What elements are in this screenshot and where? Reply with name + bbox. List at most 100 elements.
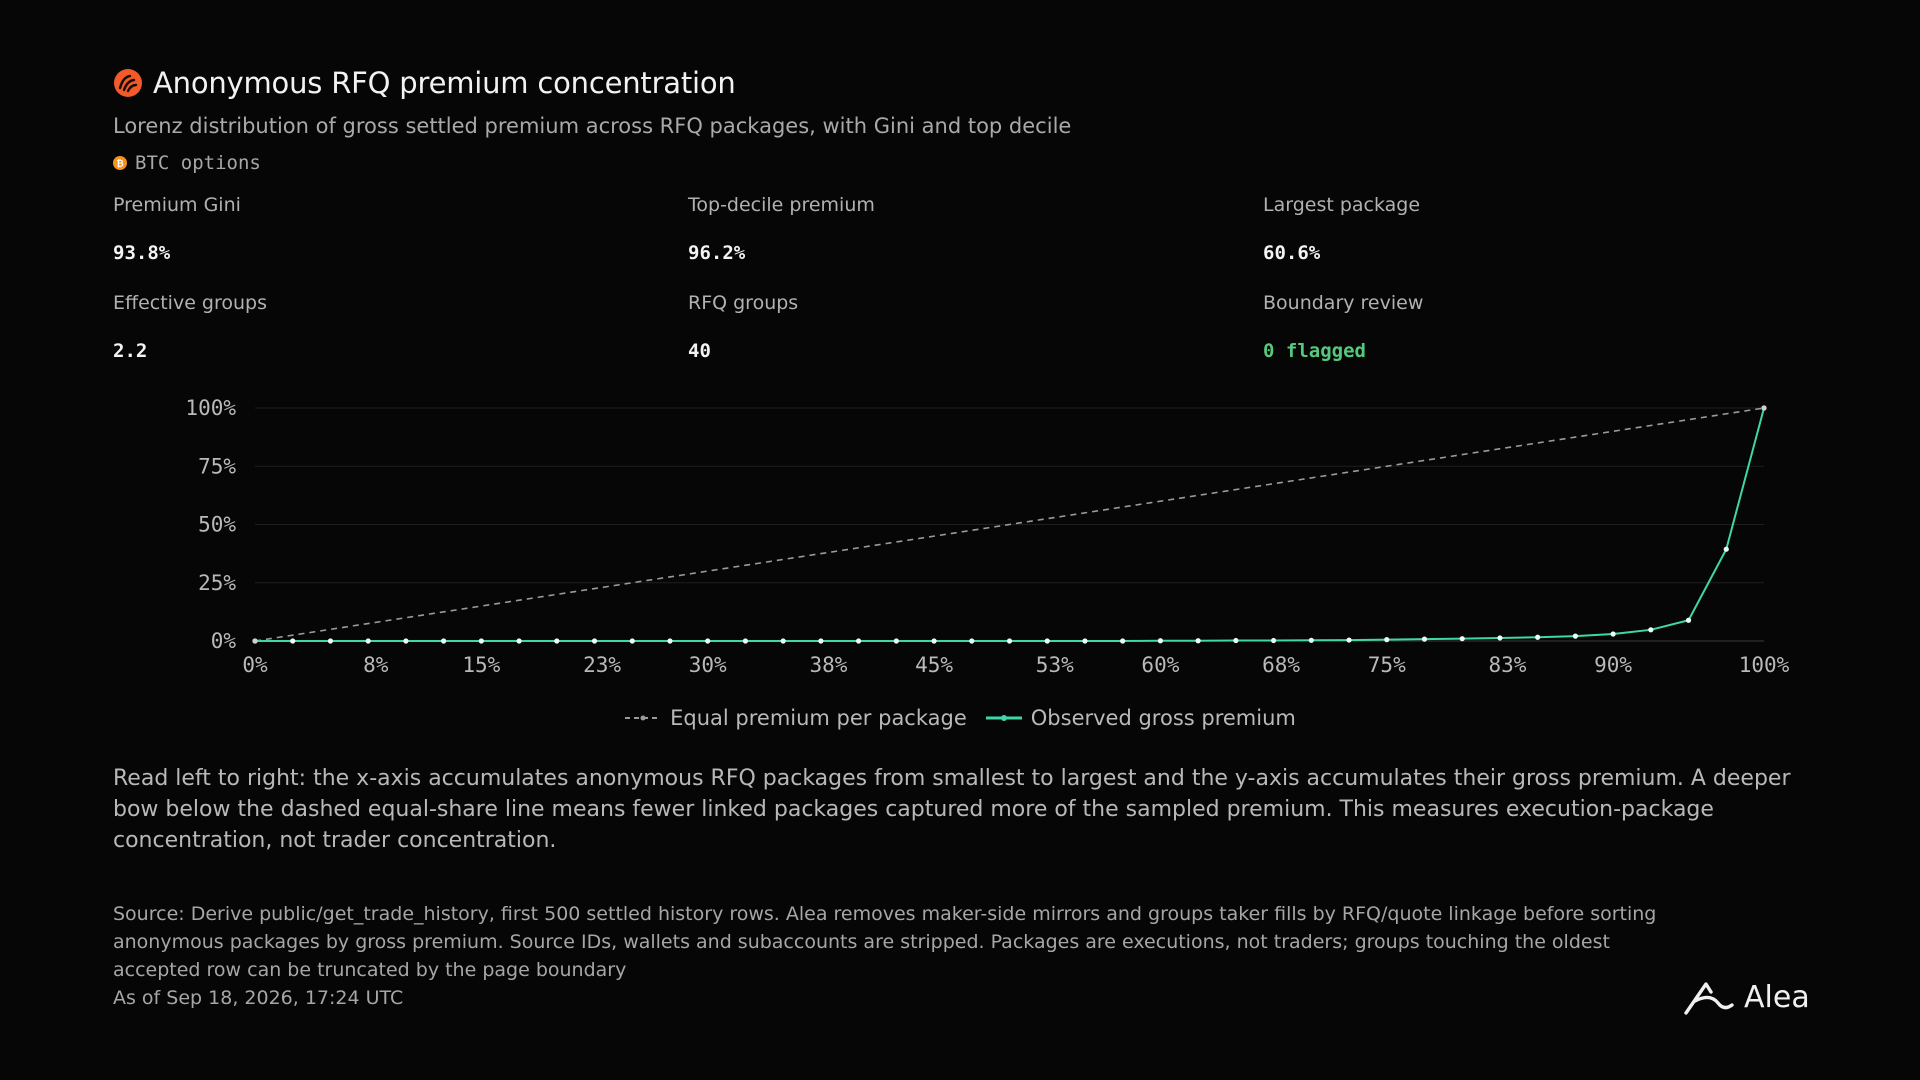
metric-value: 93.8% xyxy=(113,242,171,264)
observed-data-point xyxy=(1270,637,1277,644)
x-tick-label: 38% xyxy=(809,653,847,677)
metric-label: Largest package xyxy=(1263,194,1421,216)
observed-data-point xyxy=(290,638,296,644)
x-tick-label: 0% xyxy=(242,653,268,677)
observed-data-point xyxy=(629,638,635,644)
observed-data-point xyxy=(1648,627,1654,633)
observed-data-point xyxy=(327,638,334,644)
observed-data-point xyxy=(1308,637,1314,643)
x-tick-label: 68% xyxy=(1262,653,1300,677)
brand-name: Alea xyxy=(1744,980,1810,1015)
observed-data-point xyxy=(705,638,711,644)
metric-top-decile-premium: Top-decile premium 96.2% xyxy=(688,194,1263,292)
metric-label: Top-decile premium xyxy=(688,194,875,216)
observed-data-point xyxy=(1610,631,1616,637)
observed-data-point xyxy=(856,638,862,644)
x-tick-label: 30% xyxy=(689,653,727,677)
instrument-label: BTC options xyxy=(135,152,261,174)
legend-dashed-swatch-icon xyxy=(625,715,662,721)
x-tick-label: 45% xyxy=(915,653,953,677)
observed-data-point xyxy=(742,638,749,644)
observed-data-point xyxy=(1723,546,1729,552)
metric-value: 40 xyxy=(688,340,711,362)
metric-label: Boundary review xyxy=(1263,292,1424,314)
chart-legend: Equal premium per package Observed gross… xyxy=(0,706,1920,730)
x-tick-label: 90% xyxy=(1594,653,1632,677)
brand-mark-icon xyxy=(114,69,142,97)
observed-data-point xyxy=(1233,637,1239,644)
observed-data-point xyxy=(893,638,899,644)
observed-data-point xyxy=(1195,638,1201,644)
y-tick-label: 0% xyxy=(211,629,237,653)
metric-effective-groups: Effective groups 2.2 xyxy=(113,292,688,390)
legend-label: Observed gross premium xyxy=(1030,706,1296,730)
page-title: Anonymous RFQ premium concentration xyxy=(153,66,736,100)
equal-data-point xyxy=(252,638,258,644)
page-subtitle: Lorenz distribution of gross settled pre… xyxy=(113,114,1072,138)
observed-data-point xyxy=(969,638,975,644)
y-tick-label: 25% xyxy=(198,571,236,595)
metric-largest-package: Largest package 60.6% xyxy=(1263,194,1838,292)
legend-solid-swatch-icon xyxy=(985,715,1022,721)
metric-label: Effective groups xyxy=(113,292,268,314)
observed-data-point xyxy=(1082,638,1088,644)
observed-data-point xyxy=(516,638,522,644)
observed-data-point xyxy=(441,638,447,644)
x-tick-label: 83% xyxy=(1489,653,1527,677)
metric-label: Premium Gini xyxy=(113,194,241,216)
instrument-tag: ₿ BTC options xyxy=(113,152,1071,174)
metric-boundary-review: Boundary review 0 flagged xyxy=(1263,292,1838,390)
observed-data-point xyxy=(365,638,371,644)
as-of-timestamp: As of Sep 18, 2026, 17:24 UTC xyxy=(113,987,404,1009)
y-tick-label: 100% xyxy=(185,396,236,420)
x-tick-label: 8% xyxy=(363,653,389,677)
observed-data-point xyxy=(780,638,786,644)
metric-value: 0 flagged xyxy=(1263,340,1366,362)
metrics-grid: Premium Gini 93.8% Top-decile premium 96… xyxy=(113,194,1853,390)
observed-data-point xyxy=(1535,634,1541,640)
metric-value: 2.2 xyxy=(113,340,148,362)
legend-item-observed: Observed gross premium xyxy=(985,706,1296,730)
brand-footer: Alea xyxy=(1684,980,1810,1015)
observed-data-point xyxy=(1685,617,1692,623)
bitcoin-icon: ₿ xyxy=(113,156,127,170)
metric-value: 60.6% xyxy=(1263,242,1321,264)
alea-logo-icon xyxy=(1684,981,1734,1015)
observed-data-point xyxy=(1120,638,1126,644)
source-note: Source: Derive public/get_trade_history,… xyxy=(113,903,1657,981)
equal-share-line xyxy=(254,407,1765,642)
observed-data-point xyxy=(1006,638,1013,644)
equal-data-point xyxy=(1761,405,1767,411)
observed-data-point xyxy=(1497,635,1503,641)
observed-data-point xyxy=(1421,636,1428,642)
y-tick-label: 75% xyxy=(198,454,236,478)
metric-label: RFQ groups xyxy=(688,292,799,314)
metric-rfq-groups: RFQ groups 40 xyxy=(688,292,1263,390)
x-tick-label: 23% xyxy=(583,653,621,677)
chart-header: Anonymous RFQ premium concentration Lore… xyxy=(113,66,1071,174)
observed-data-point xyxy=(554,638,560,644)
x-tick-label: 15% xyxy=(462,653,500,677)
x-tick-label: 60% xyxy=(1141,653,1179,677)
x-tick-label: 53% xyxy=(1036,653,1074,677)
lorenz-chart: 0% 25% 50% 75% 100% 0% 8% 15% 23% 30% 38% 45% 53% 60%… xyxy=(185,396,1790,677)
observed-data-point xyxy=(1384,637,1390,643)
observed-data-point xyxy=(1044,638,1050,644)
x-tick-label: 100% xyxy=(1739,653,1790,677)
title-row: Anonymous RFQ premium concentration xyxy=(113,66,1071,100)
observed-data-point xyxy=(1346,637,1352,643)
observed-data-point xyxy=(1572,633,1578,639)
observed-data-point xyxy=(1157,638,1163,644)
observed-data-point xyxy=(1459,636,1465,642)
observed-data-point xyxy=(403,638,409,644)
legend-item-equal: Equal premium per package xyxy=(624,706,967,730)
observed-data-point xyxy=(478,638,484,644)
observed-data-point xyxy=(818,638,824,644)
observed-data-point xyxy=(591,638,598,644)
legend-label: Equal premium per package xyxy=(670,706,967,730)
chart-explanation: Read left to right: the x-axis accumulat… xyxy=(113,766,1791,853)
y-tick-label: 50% xyxy=(198,513,236,537)
metric-premium-gini: Premium Gini 93.8% xyxy=(113,194,688,292)
observed-data-point xyxy=(667,638,673,644)
x-tick-label: 75% xyxy=(1368,653,1406,677)
